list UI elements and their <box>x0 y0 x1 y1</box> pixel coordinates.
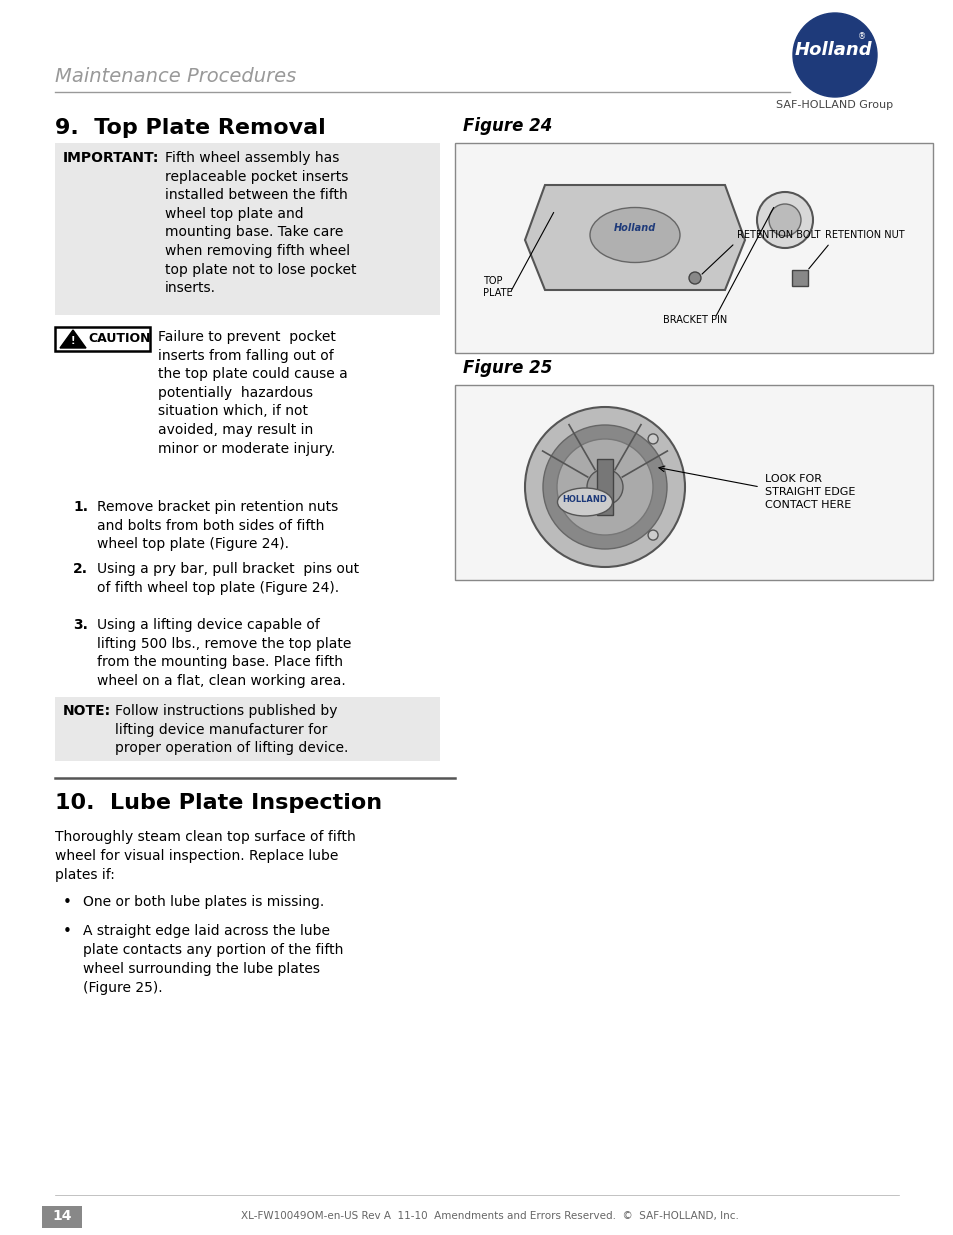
Text: LOOK FOR
STRAIGHT EDGE
CONTACT HERE: LOOK FOR STRAIGHT EDGE CONTACT HERE <box>764 474 855 510</box>
Ellipse shape <box>589 207 679 263</box>
Text: 3.: 3. <box>73 618 88 632</box>
Text: RETENTION NUT: RETENTION NUT <box>824 230 903 240</box>
FancyBboxPatch shape <box>597 459 613 515</box>
Text: •: • <box>63 924 71 939</box>
Text: Remove bracket pin retention nuts
and bolts from both sides of fifth
wheel top p: Remove bracket pin retention nuts and bo… <box>97 500 338 551</box>
FancyBboxPatch shape <box>55 143 439 315</box>
FancyBboxPatch shape <box>455 143 932 353</box>
Text: 2.: 2. <box>73 562 88 576</box>
Text: Fifth wheel assembly has
replaceable pocket inserts
installed between the fifth
: Fifth wheel assembly has replaceable poc… <box>165 151 356 295</box>
Text: •: • <box>63 895 71 910</box>
FancyBboxPatch shape <box>42 1207 82 1228</box>
Text: Holland: Holland <box>613 224 656 233</box>
Text: CAUTION: CAUTION <box>88 332 151 345</box>
Text: ®: ® <box>857 32 865 42</box>
Text: Figure 25: Figure 25 <box>462 359 552 377</box>
Text: TOP
PLATE: TOP PLATE <box>482 277 512 298</box>
Text: Maintenance Procedures: Maintenance Procedures <box>55 67 296 85</box>
Circle shape <box>792 14 876 98</box>
Circle shape <box>647 530 658 540</box>
Text: Failure to prevent  pocket
inserts from falling out of
the top plate could cause: Failure to prevent pocket inserts from f… <box>158 330 348 456</box>
Text: BRACKET PIN: BRACKET PIN <box>662 315 726 325</box>
Text: Follow instructions published by
lifting device manufacturer for
proper operatio: Follow instructions published by lifting… <box>115 704 348 756</box>
Circle shape <box>586 469 622 505</box>
Text: 1.: 1. <box>73 500 88 514</box>
FancyBboxPatch shape <box>55 327 150 351</box>
Circle shape <box>768 204 801 236</box>
Polygon shape <box>60 330 86 348</box>
FancyBboxPatch shape <box>791 270 807 287</box>
Text: Using a pry bar, pull bracket  pins out
of fifth wheel top plate (Figure 24).: Using a pry bar, pull bracket pins out o… <box>97 562 358 594</box>
Text: Thoroughly steam clean top surface of fifth
wheel for visual inspection. Replace: Thoroughly steam clean top surface of fi… <box>55 830 355 882</box>
Text: Holland: Holland <box>793 41 871 59</box>
Text: IMPORTANT:: IMPORTANT: <box>63 151 159 165</box>
Circle shape <box>688 272 700 284</box>
Text: NOTE:: NOTE: <box>63 704 111 718</box>
Circle shape <box>542 425 666 550</box>
Polygon shape <box>524 185 744 290</box>
Text: Using a lifting device capable of
lifting 500 lbs., remove the top plate
from th: Using a lifting device capable of liftin… <box>97 618 351 688</box>
Text: HOLLAND: HOLLAND <box>562 494 607 504</box>
Ellipse shape <box>557 488 612 516</box>
FancyBboxPatch shape <box>55 697 439 761</box>
Text: 9.  Top Plate Removal: 9. Top Plate Removal <box>55 119 325 138</box>
Text: A straight edge laid across the lube
plate contacts any portion of the fifth
whe: A straight edge laid across the lube pla… <box>83 924 343 995</box>
Text: 10.  Lube Plate Inspection: 10. Lube Plate Inspection <box>55 793 382 813</box>
Text: One or both lube plates is missing.: One or both lube plates is missing. <box>83 895 324 909</box>
Circle shape <box>557 438 652 535</box>
Circle shape <box>757 191 812 248</box>
Text: XL-FW10049OM-en-US Rev A  11-10  Amendments and Errors Reserved.  ©  SAF-HOLLAND: XL-FW10049OM-en-US Rev A 11-10 Amendment… <box>241 1212 739 1221</box>
Text: !: ! <box>71 336 75 346</box>
FancyBboxPatch shape <box>455 385 932 580</box>
Circle shape <box>647 433 658 443</box>
Circle shape <box>524 408 684 567</box>
Text: 14: 14 <box>52 1209 71 1223</box>
Text: RETENTION BOLT: RETENTION BOLT <box>737 230 820 240</box>
Text: SAF-HOLLAND Group: SAF-HOLLAND Group <box>776 100 893 110</box>
Text: Figure 24: Figure 24 <box>462 117 552 135</box>
